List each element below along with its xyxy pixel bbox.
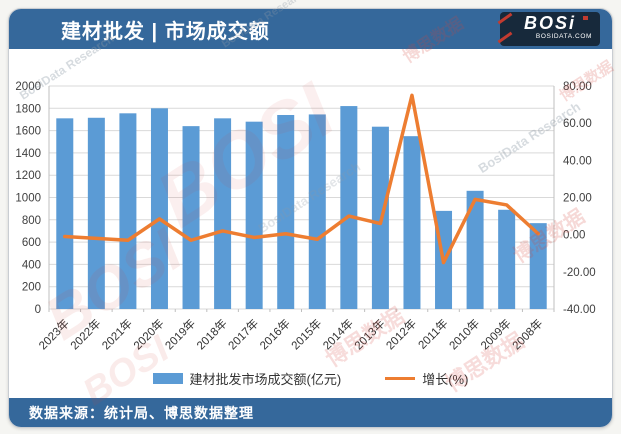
bar-series-label: 建材批发市场成交额(亿元) — [189, 372, 342, 387]
right-axis-tick-label: 20.00 — [563, 193, 592, 205]
x-axis-label: 2019年 — [162, 316, 198, 352]
logo-dot-icon — [583, 16, 588, 20]
right-axis-tick-label: 40.00 — [563, 155, 592, 167]
x-axis-label: 2020年 — [130, 316, 166, 352]
header: 建材批发 | 市场成交额 BOSi BOSIDATA.COM — [9, 9, 612, 49]
left-axis-tick-label: 2000 — [15, 81, 41, 93]
legend-item-line: 增长(%) — [385, 369, 468, 388]
bar-2023年 — [56, 118, 74, 310]
line-series-label: 增长(%) — [422, 372, 469, 387]
bar-series-swatch — [152, 373, 183, 384]
logo-text: BOSi — [523, 13, 576, 33]
bar-2020年 — [150, 108, 168, 309]
logo-subtext: BOSIDATA.COM — [535, 33, 592, 40]
x-axis-label: 2015年 — [288, 316, 324, 352]
left-axis-tick-label: 1000 — [15, 193, 41, 205]
x-axis-label: 2012年 — [383, 316, 419, 352]
right-axis-tick-label: 60.00 — [563, 118, 592, 130]
right-axis-tick-label: 80.00 — [563, 81, 592, 93]
bar-2016年 — [277, 114, 295, 310]
left-axis-tick-label: 1800 — [15, 103, 41, 115]
bar-2015年 — [308, 114, 326, 310]
bar-2018年 — [214, 118, 232, 310]
combo-chart: 200018001600140012001000800600400200080.… — [15, 81, 596, 352]
right-axis-tick-label: -40.00 — [563, 304, 596, 316]
left-axis-tick-label: 400 — [22, 259, 41, 271]
x-axis-label: 2016年 — [257, 316, 293, 352]
footer: 数据来源：统计局、博思数据整理 — [9, 398, 612, 427]
right-axis-tick-label: -20.00 — [563, 267, 596, 279]
page-title: 建材批发 | 市场成交额 — [61, 20, 270, 43]
x-axis-label: 2021年 — [99, 316, 135, 352]
x-axis-label: 2023年 — [36, 316, 72, 352]
x-axis-label: 2014年 — [320, 316, 356, 352]
left-axis-tick-label: 0 — [35, 304, 41, 316]
right-axis-tick-label: 0.00 — [563, 230, 585, 242]
x-axis-label: 2013年 — [351, 316, 387, 352]
left-axis-tick-label: 1600 — [15, 126, 41, 138]
x-axis-label: 2022年 — [67, 316, 103, 352]
data-source-text: 数据来源：统计局、博思数据整理 — [29, 405, 254, 421]
left-axis-tick-label: 200 — [22, 282, 41, 294]
bar-2017年 — [245, 121, 263, 310]
growth-line — [63, 93, 540, 265]
bar-2022年 — [87, 117, 105, 309]
x-axis-label: 2008年 — [509, 316, 545, 352]
x-axis-label: 2009年 — [478, 316, 514, 352]
bar-2014年 — [340, 106, 358, 309]
line-series-swatch — [385, 377, 416, 380]
left-axis-tick-label: 600 — [22, 237, 41, 249]
bar-2019年 — [182, 126, 200, 309]
bar-2012年 — [403, 136, 421, 309]
legend-item-bars: 建材批发市场成交额(亿元) — [152, 369, 342, 388]
left-axis-tick-label: 1400 — [15, 148, 41, 160]
bar-2021年 — [119, 113, 137, 309]
left-axis-tick-label: 1200 — [15, 170, 41, 182]
x-axis-label: 2010年 — [446, 316, 482, 352]
x-axis-label: 2017年 — [225, 316, 261, 352]
bosi-logo: BOSi BOSIDATA.COM — [497, 12, 600, 46]
x-axis-label: 2011年 — [415, 316, 451, 352]
legend: 建材批发市场成交额(亿元) 增长(%) — [9, 369, 612, 388]
left-axis-tick-label: 800 — [22, 215, 41, 227]
chart-area: 2000 1800 1600 1400 1200 1000 800 600 400 200 0 80.… — [9, 49, 612, 398]
bar-2009年 — [498, 209, 516, 309]
bar-2010年 — [466, 190, 484, 309]
x-axis-label: 2018年 — [194, 316, 230, 352]
chart-card: 建材批发 | 市场成交额 BOSi BOSIDATA.COM 2000 1800 1… — [8, 8, 613, 428]
bar-2008年 — [529, 223, 547, 309]
